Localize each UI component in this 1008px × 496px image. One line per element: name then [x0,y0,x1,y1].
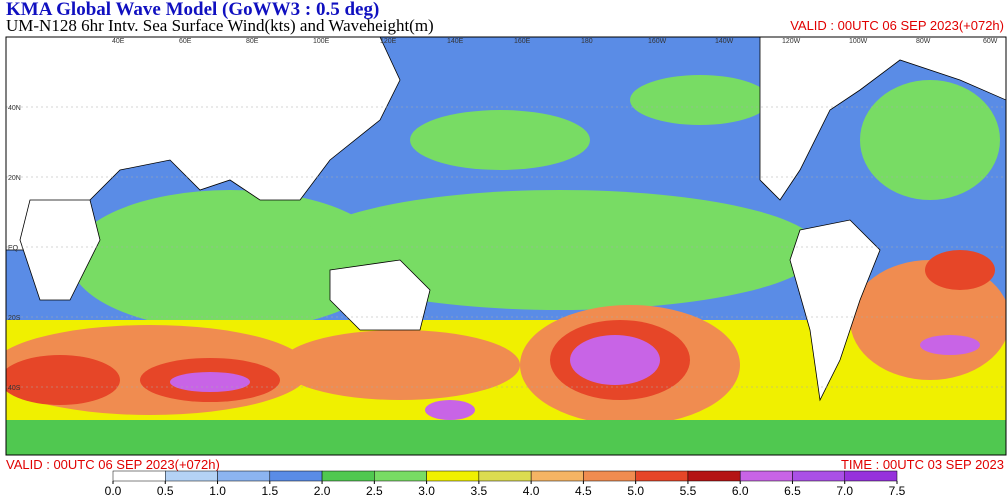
tick-label: 0.5 [157,484,174,496]
tick-label: 1.0 [209,484,226,496]
lon-label: 80E [246,38,259,45]
tick-label: 2.5 [366,484,383,496]
lon-label: 120E [380,38,397,45]
tick-label: 6.0 [732,484,749,496]
valid-top: VALID : 00UTC 06 SEP 2023(+072h) [790,18,1004,33]
valid-bottom: VALID : 00UTC 06 SEP 2023(+072h) [6,457,220,472]
color-bin [583,470,636,482]
color-bin [530,470,584,482]
geo-labels: 40E 60E 80E 100E 120E 140E 160E 180 160W 140W 120W… [8,38,998,392]
lon-label: 140E [447,38,464,45]
lon-label: 120W [782,38,801,45]
tick-label: 5.5 [680,484,697,496]
tick-label: 1.5 [261,484,278,496]
color-bin [635,470,689,482]
wave-field [6,75,1006,455]
color-bin [217,470,271,482]
land [6,37,1006,402]
tick-label: 6.5 [784,484,801,496]
color-bin [792,470,845,482]
lon-label: 160E [514,38,531,45]
tick-label: 3.5 [471,484,488,496]
color-bin [687,470,741,482]
lon-label: 100W [849,38,868,45]
graticule [6,106,1006,388]
lat-label: 40S [8,385,21,392]
colorbar: 0.0 0.5 1.0 1.5 2.0 2.5 3.0 3.5 4.0 4.5 5.0 5.5 6.0 6… [105,470,906,496]
color-bin [269,470,323,482]
color-bin [112,470,166,482]
lon-label: 60W [983,38,998,45]
tick-label: 4.5 [575,484,592,496]
tick-label: 4.0 [523,484,540,496]
tick-label: 0.0 [105,484,122,496]
color-bin [165,470,218,482]
lon-label: 40E [112,38,125,45]
lat-label: 40N [8,105,21,112]
lat-label: EQ [8,245,19,252]
tick-label: 7.0 [836,484,853,496]
lon-label: 160W [648,38,667,45]
lat-label: 20N [8,175,21,182]
lon-label: 80W [916,38,931,45]
color-bin [426,470,480,482]
map: 40E 60E 80E 100E 120E 140E 160E 180 160W 140W 120W… [5,36,1007,456]
lon-label: 60E [179,38,192,45]
lon-label: 180 [581,38,593,45]
color-bin [374,470,427,482]
color-bin [739,470,793,482]
tick-label: 3.0 [418,484,435,496]
map-frame [5,36,1007,456]
subtitle: UM-N128 6hr Intv. Sea Surface Wind(kts) … [6,16,434,35]
init-time: TIME : 00UTC 03 SEP 2023 [841,457,1004,472]
lat-label: 20S [8,315,21,322]
color-bin [844,470,898,482]
tick-label: 5.0 [627,484,644,496]
color-bin [321,470,375,482]
lon-label: 140W [715,38,734,45]
lon-label: 100E [313,38,330,45]
title: KMA Global Wave Model (GoWW3 : 0.5 deg) [6,0,379,20]
color-bin [478,470,532,482]
tick-label: 2.0 [314,484,331,496]
tick-label: 7.5 [889,484,906,496]
